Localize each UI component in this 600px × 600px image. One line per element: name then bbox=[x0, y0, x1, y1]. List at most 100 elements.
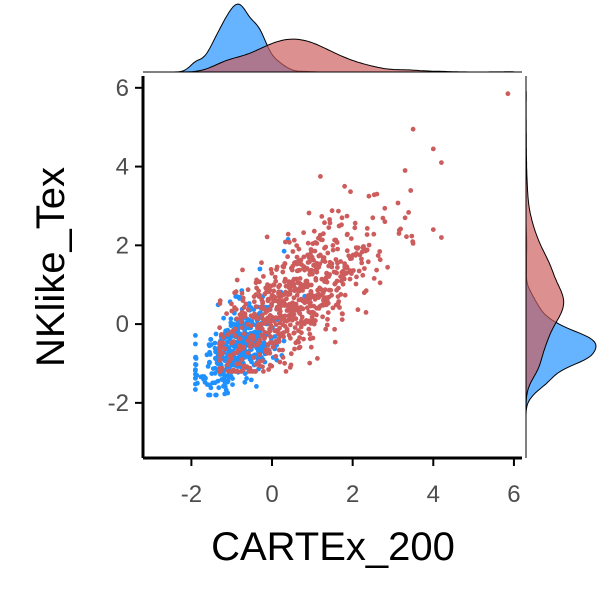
data-point bbox=[247, 356, 253, 362]
data-point bbox=[311, 228, 317, 234]
data-point bbox=[257, 352, 263, 357]
data-point bbox=[217, 340, 223, 346]
data-point bbox=[334, 287, 339, 293]
data-point bbox=[285, 231, 291, 237]
data-point bbox=[396, 231, 402, 236]
data-point bbox=[317, 232, 323, 238]
data-point bbox=[228, 316, 234, 322]
data-point bbox=[230, 328, 236, 334]
data-point bbox=[265, 342, 270, 347]
data-point bbox=[193, 362, 199, 368]
data-point bbox=[342, 183, 347, 189]
data-point bbox=[222, 355, 228, 361]
data-point bbox=[291, 330, 297, 336]
data-point bbox=[220, 350, 225, 356]
data-point bbox=[364, 247, 370, 253]
data-point bbox=[217, 367, 223, 373]
y-tick-label: 4 bbox=[116, 154, 129, 181]
data-point bbox=[324, 322, 330, 328]
data-point bbox=[359, 249, 365, 255]
data-point bbox=[329, 261, 335, 267]
data-point bbox=[290, 300, 295, 306]
data-point bbox=[335, 294, 341, 299]
data-point bbox=[304, 305, 310, 311]
data-point bbox=[385, 264, 390, 270]
data-point bbox=[262, 330, 268, 335]
data-point bbox=[193, 371, 198, 377]
data-point bbox=[298, 320, 304, 326]
data-point bbox=[293, 307, 299, 313]
data-point bbox=[335, 301, 341, 307]
data-point bbox=[238, 369, 244, 374]
data-point bbox=[290, 249, 296, 254]
data-point bbox=[374, 267, 379, 273]
data-point bbox=[299, 286, 304, 291]
data-point bbox=[312, 318, 318, 323]
data-point bbox=[240, 267, 245, 273]
data-point bbox=[273, 278, 279, 284]
data-point bbox=[273, 353, 279, 359]
y-axis-ticks: -2 0 2 4 6 bbox=[108, 75, 143, 417]
data-point bbox=[359, 256, 364, 262]
data-point bbox=[322, 287, 328, 293]
data-point bbox=[224, 311, 230, 316]
data-point bbox=[341, 275, 347, 281]
data-point bbox=[344, 248, 350, 254]
data-point bbox=[297, 335, 302, 340]
data-point bbox=[276, 310, 282, 316]
data-point bbox=[325, 300, 331, 306]
data-point bbox=[377, 257, 383, 263]
data-point bbox=[270, 344, 276, 350]
data-point bbox=[251, 299, 257, 305]
data-point bbox=[298, 324, 304, 330]
data-point bbox=[288, 351, 294, 357]
data-point bbox=[235, 369, 241, 374]
data-point bbox=[237, 312, 243, 318]
data-point bbox=[334, 239, 339, 244]
data-point bbox=[226, 345, 232, 351]
data-point bbox=[256, 359, 262, 364]
x-tick-label: 4 bbox=[427, 481, 440, 508]
data-point bbox=[326, 225, 332, 231]
data-point bbox=[286, 332, 292, 338]
data-point bbox=[253, 369, 258, 374]
data-point bbox=[243, 301, 249, 307]
data-point bbox=[236, 336, 242, 341]
data-point bbox=[335, 246, 340, 252]
data-point bbox=[304, 294, 310, 300]
data-point bbox=[402, 168, 408, 173]
data-point bbox=[271, 298, 276, 304]
data-point bbox=[321, 297, 326, 303]
data-point bbox=[245, 350, 251, 356]
data-point bbox=[277, 325, 282, 331]
data-point bbox=[232, 305, 237, 310]
data-point bbox=[233, 289, 239, 295]
data-point bbox=[337, 305, 342, 310]
data-point bbox=[291, 237, 297, 243]
data-point bbox=[339, 311, 345, 317]
data-point bbox=[408, 188, 414, 193]
data-point bbox=[322, 259, 328, 264]
data-point bbox=[354, 274, 359, 280]
data-point bbox=[409, 233, 415, 239]
x-axis-ticks: -2 0 2 4 6 bbox=[181, 458, 521, 508]
data-point bbox=[439, 235, 444, 240]
data-point bbox=[350, 252, 356, 258]
data-point bbox=[307, 360, 313, 366]
data-point bbox=[301, 254, 307, 260]
x-tick-label: 6 bbox=[507, 481, 520, 508]
data-point bbox=[313, 293, 319, 299]
data-point bbox=[339, 215, 345, 221]
series-group_red bbox=[217, 91, 511, 374]
data-point bbox=[225, 378, 231, 384]
data-point bbox=[310, 241, 316, 247]
data-point bbox=[283, 369, 289, 374]
data-point bbox=[193, 333, 198, 338]
data-point bbox=[239, 357, 245, 362]
data-point bbox=[280, 269, 286, 275]
data-point bbox=[294, 243, 300, 249]
data-point bbox=[282, 261, 288, 266]
data-point bbox=[364, 232, 370, 238]
data-point bbox=[207, 343, 212, 349]
data-point bbox=[259, 326, 265, 332]
